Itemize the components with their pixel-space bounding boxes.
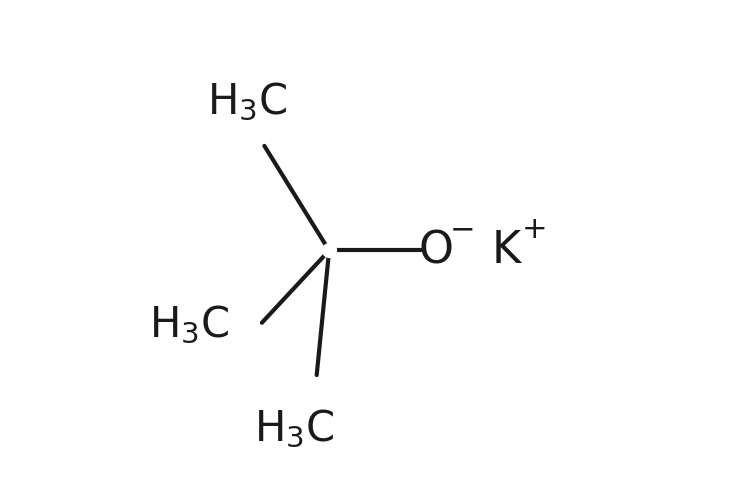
Text: K: K [492, 229, 520, 272]
Text: +: + [522, 215, 547, 244]
Text: H$_3$C: H$_3$C [207, 81, 287, 123]
Text: H$_3$C: H$_3$C [254, 407, 334, 449]
Text: −: − [450, 215, 475, 244]
Text: H$_3$C: H$_3$C [149, 304, 230, 346]
Text: O: O [418, 229, 454, 272]
